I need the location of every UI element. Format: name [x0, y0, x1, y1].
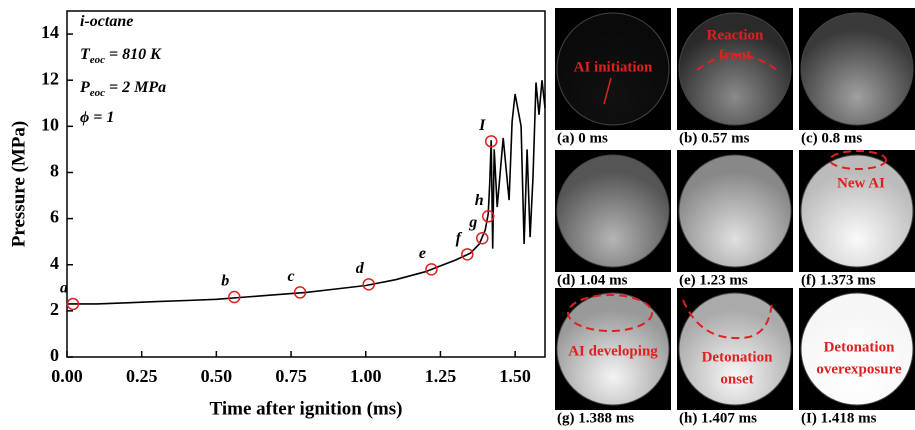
arrow: [603, 77, 612, 105]
chamber: [678, 292, 792, 406]
x-tick-label: 0.75: [275, 366, 307, 386]
panel-note: overexposure: [816, 361, 902, 377]
marker: [425, 263, 438, 276]
panel-caption: (a) 0 ms: [557, 130, 608, 146]
marker: [362, 278, 375, 291]
y-tick-label: 6: [50, 207, 59, 227]
marker: [293, 286, 307, 299]
x-tick-label: 1.50: [499, 366, 531, 386]
marker-label: h: [475, 192, 484, 209]
pressure-line: [67, 80, 546, 305]
y-axis-label: Pressure (MPa): [8, 121, 29, 247]
ai-ellipse: [567, 294, 653, 332]
annotation-symbol: T: [80, 46, 91, 63]
annotation-subscript: eoc: [90, 54, 105, 66]
panel-note: Detonation: [702, 349, 773, 365]
marker: [484, 135, 498, 148]
annotation: i-octane: [80, 13, 133, 30]
annotation: Peoc = 2 MPa: [79, 79, 166, 99]
panel-caption: (b) 0.57 ms: [679, 130, 750, 146]
y-tick-label: 10: [41, 114, 59, 134]
ai-ellipse: [829, 150, 887, 170]
panel-caption: (h) 1.407 ms: [679, 410, 757, 426]
marker-label: c: [287, 268, 294, 285]
chamber: [556, 292, 670, 406]
chamber: [678, 154, 792, 268]
chamber: [800, 292, 914, 406]
chamber: [800, 154, 914, 268]
annotation: ϕ = 1: [80, 109, 114, 126]
chamber: [556, 12, 670, 126]
annotation-text: = 2 MPa: [105, 79, 166, 96]
panel-caption: (d) 1.04 ms: [557, 272, 628, 288]
panel-note: New AI: [837, 175, 885, 191]
panel-note: onset: [720, 371, 753, 387]
x-tick-label: 0.50: [201, 366, 233, 386]
annotation: Teoc = 810 K: [80, 46, 162, 66]
marker-label: f: [456, 230, 463, 247]
panel-note: Reaction: [707, 27, 764, 43]
front-curve: [696, 54, 778, 71]
panel-caption: (c) 0.8 ms: [801, 130, 862, 146]
marker-label: I: [478, 117, 486, 134]
panel-note: AI developing: [568, 343, 658, 359]
annotation-text: = 810 K: [105, 46, 162, 63]
panel-note: Detonation: [824, 339, 895, 355]
marker: [476, 231, 489, 245]
panel-note: AI initiation: [574, 59, 653, 75]
annotation-text: ϕ = 1: [80, 109, 114, 126]
marker-label: b: [221, 273, 229, 290]
marker: [66, 297, 80, 311]
chamber: [800, 12, 914, 126]
marker-label: g: [468, 214, 477, 231]
marker: [461, 248, 474, 261]
chamber: [556, 154, 670, 268]
chamber: [678, 12, 792, 126]
x-tick-label: 0.00: [51, 366, 83, 386]
y-tick-label: 4: [50, 253, 59, 273]
annotation-text: i-octane: [80, 13, 133, 30]
y-tick-label: 0: [50, 345, 59, 365]
plot-frame: [66, 10, 546, 358]
marker: [481, 210, 495, 223]
panel-caption: (I) 1.418 ms: [801, 410, 877, 426]
panel-caption: (g) 1.388 ms: [557, 410, 634, 426]
y-tick-label: 14: [41, 22, 59, 42]
x-axis-label: Time after ignition (ms): [210, 398, 403, 419]
marker-label: e: [419, 245, 426, 262]
panel-caption: (f) 1.373 ms: [801, 272, 876, 288]
y-tick-label: 2: [50, 299, 59, 319]
y-tick-label: 8: [50, 161, 59, 181]
annotation-symbol: P: [79, 79, 90, 96]
x-tick-label: 0.25: [126, 366, 158, 386]
y-tick-label: 12: [41, 68, 59, 88]
x-tick-label: 1.25: [425, 366, 457, 386]
marker-label: d: [356, 260, 365, 277]
panel-caption: (e) 1.23 ms: [679, 272, 748, 288]
marker: [228, 290, 241, 304]
annotation-subscript: eoc: [90, 87, 105, 99]
marker-label: a: [60, 280, 68, 297]
detonation-curve: [682, 299, 773, 340]
x-tick-label: 1.00: [350, 366, 382, 386]
